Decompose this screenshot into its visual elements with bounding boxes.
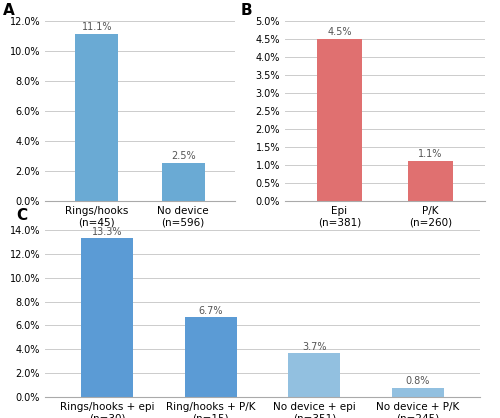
Text: 13.3%: 13.3% <box>92 227 122 237</box>
Bar <box>75 34 118 201</box>
Text: 6.7%: 6.7% <box>198 306 223 316</box>
Bar <box>185 317 236 397</box>
Text: 3.7%: 3.7% <box>302 342 326 352</box>
Text: 11.1%: 11.1% <box>82 22 112 32</box>
Text: B: B <box>241 3 252 18</box>
Text: A: A <box>3 3 15 18</box>
Bar <box>288 353 340 397</box>
Bar <box>162 163 205 201</box>
Bar <box>408 161 453 201</box>
Text: 0.8%: 0.8% <box>406 376 430 386</box>
Text: 1.1%: 1.1% <box>418 149 442 159</box>
Text: 2.5%: 2.5% <box>171 151 196 161</box>
Bar <box>81 238 133 397</box>
Text: 4.5%: 4.5% <box>328 27 352 37</box>
Bar <box>392 387 444 397</box>
Bar <box>317 39 362 201</box>
Text: C: C <box>16 208 28 223</box>
